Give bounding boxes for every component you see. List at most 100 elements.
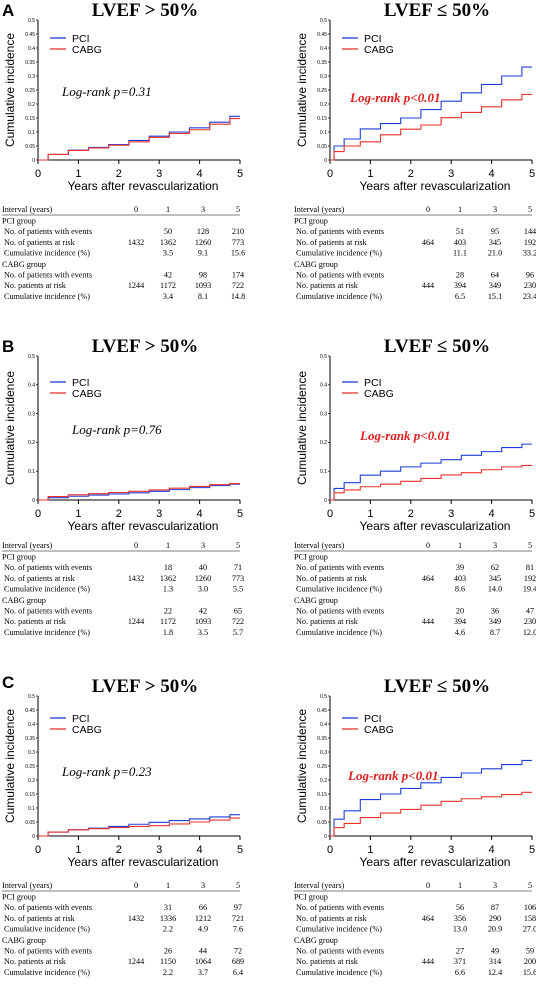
y-axis-label: Cumulative incidence bbox=[3, 371, 17, 485]
panel-letter: B bbox=[2, 337, 14, 356]
table-cell: 98 bbox=[199, 271, 207, 280]
y-tick-label: 0.15 bbox=[317, 116, 327, 122]
table-cell: 14.8 bbox=[231, 292, 245, 301]
table-cell: No. patients at risk bbox=[4, 617, 67, 626]
table-cell: 1260 bbox=[195, 238, 211, 247]
y-tick-label: 0.05 bbox=[317, 820, 327, 826]
table-cell: 210 bbox=[232, 227, 244, 236]
x-tick-label: 3 bbox=[448, 508, 454, 520]
x-tick-label: 1 bbox=[367, 844, 373, 856]
legend-label: CABG bbox=[364, 388, 394, 400]
table-cell: 464 bbox=[422, 914, 434, 923]
km-curve-pci bbox=[330, 759, 532, 837]
table-cell: 6.4 bbox=[233, 968, 243, 977]
table-cell: No. of patients at risk bbox=[296, 914, 368, 923]
y-axis-label: Cumulative incidence bbox=[3, 33, 17, 147]
table-cell: 22 bbox=[164, 607, 172, 616]
y-tick-label: 0.25 bbox=[317, 88, 327, 94]
table-cell: 403 bbox=[454, 574, 466, 583]
table-cell: 81 bbox=[526, 563, 534, 572]
table-cell: No. of patients with events bbox=[4, 227, 92, 236]
table-header-cell: Interval (years) bbox=[2, 205, 53, 214]
table-cell: 28 bbox=[456, 271, 464, 280]
table-cell: 1244 bbox=[128, 281, 144, 290]
y-tick-label: 0 bbox=[32, 498, 35, 504]
chart-title: LVEF > 50% bbox=[92, 676, 199, 697]
panel-letter: C bbox=[2, 673, 14, 692]
table-cell: 314 bbox=[489, 957, 501, 966]
table-header-cell: 5 bbox=[236, 205, 240, 214]
chart-title: LVEF ≤ 50% bbox=[384, 0, 490, 21]
table-cell: No. patients at risk bbox=[296, 957, 359, 966]
table-header-cell: 3 bbox=[201, 205, 205, 214]
table-cell: 356 bbox=[454, 914, 466, 923]
y-tick-label: 0.5 bbox=[28, 694, 35, 700]
x-axis-label: Years after revascularization bbox=[360, 855, 511, 869]
legend-label: PCI bbox=[364, 377, 382, 389]
x-tick-label: 0 bbox=[327, 168, 333, 180]
table-cell: 3.5 bbox=[163, 248, 173, 257]
table-cell: 9.1 bbox=[198, 248, 208, 257]
table-cell: 20.9 bbox=[488, 924, 502, 933]
table-cell: 12.4 bbox=[488, 968, 502, 977]
table-cell: Cumulative incidence (%) bbox=[296, 292, 382, 301]
logrank-annotation: Log-rank p=0.23 bbox=[61, 764, 152, 779]
table-cell: Cumulative incidence (%) bbox=[4, 924, 90, 933]
x-tick-label: 4 bbox=[197, 844, 203, 856]
table-cell: 3.4 bbox=[163, 292, 173, 301]
x-tick-label: 1 bbox=[367, 168, 373, 180]
y-tick-label: 0.35 bbox=[25, 60, 35, 66]
y-axis-label: Cumulative incidence bbox=[295, 33, 309, 147]
table-cell: 23.4 bbox=[523, 292, 536, 301]
x-tick-label: 4 bbox=[489, 508, 495, 520]
table-group-label: CABG group bbox=[294, 936, 338, 945]
x-tick-label: 2 bbox=[408, 508, 414, 520]
x-tick-label: 3 bbox=[448, 168, 454, 180]
legend-label: CABG bbox=[72, 44, 102, 56]
table-group-label: CABG group bbox=[2, 596, 46, 605]
table-cell: No. of patients with events bbox=[296, 563, 384, 572]
x-tick-label: 0 bbox=[327, 508, 333, 520]
y-tick-label: 0.35 bbox=[317, 60, 327, 66]
x-axis-label: Years after revascularization bbox=[360, 519, 511, 533]
table-header-cell: 0 bbox=[426, 541, 430, 550]
table-cell: No. of patients with events bbox=[4, 271, 92, 280]
chart-title: LVEF > 50% bbox=[92, 336, 199, 357]
y-tick-label: 0.45 bbox=[25, 708, 35, 714]
table-cell: 31 bbox=[164, 903, 172, 912]
x-tick-label: 2 bbox=[116, 168, 122, 180]
table-cell: 6.5 bbox=[455, 292, 465, 301]
table-header-cell: 5 bbox=[528, 541, 532, 550]
table-group-label: CABG group bbox=[294, 596, 338, 605]
y-tick-label: 0.4 bbox=[320, 722, 327, 728]
y-tick-label: 0.3 bbox=[320, 74, 327, 80]
x-tick-label: 2 bbox=[408, 168, 414, 180]
table-group-label: PCI group bbox=[2, 553, 36, 562]
table-cell: 1432 bbox=[128, 574, 144, 583]
table-header-cell: 3 bbox=[493, 541, 497, 550]
table-cell: 773 bbox=[232, 238, 244, 247]
table-cell: 444 bbox=[422, 617, 434, 626]
table-cell: No. of patients with events bbox=[296, 607, 384, 616]
table-cell: 192 bbox=[524, 238, 536, 247]
chart-title: LVEF > 50% bbox=[92, 0, 199, 21]
chart-title: LVEF ≤ 50% bbox=[384, 336, 490, 357]
logrank-annotation: Log-rank p=0.76 bbox=[71, 422, 162, 437]
logrank-annotation: Log-rank p<0.01 bbox=[359, 428, 450, 443]
table-cell: 128 bbox=[197, 227, 209, 236]
table-cell: 42 bbox=[164, 271, 172, 280]
table-group-label: PCI group bbox=[294, 893, 328, 902]
table-cell: 3.5 bbox=[198, 628, 208, 637]
table-cell: 230 bbox=[524, 281, 536, 290]
x-axis-label: Years after revascularization bbox=[68, 179, 219, 193]
y-tick-label: 0.25 bbox=[25, 764, 35, 770]
legend-label: PCI bbox=[72, 33, 90, 45]
table-cell: 59 bbox=[526, 947, 534, 956]
y-tick-label: 0 bbox=[32, 834, 35, 840]
x-axis-label: Years after revascularization bbox=[360, 179, 511, 193]
table-cell: 96 bbox=[526, 271, 534, 280]
table-header-cell: 1 bbox=[458, 541, 462, 550]
